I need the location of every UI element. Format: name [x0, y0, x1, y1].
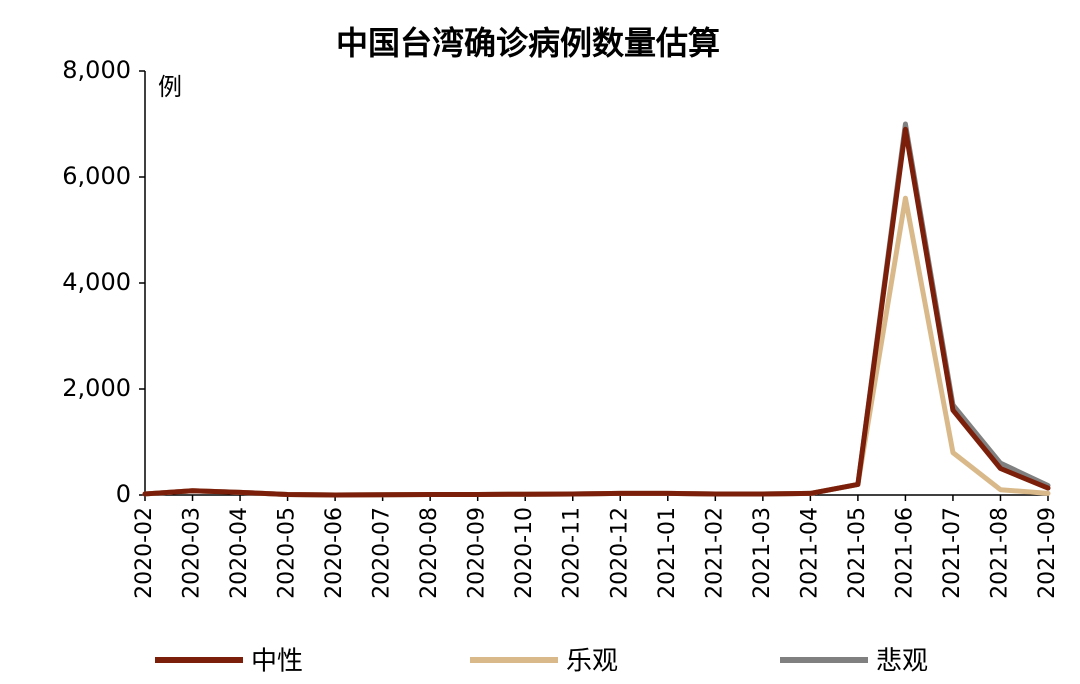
y-tick-label: 6,000 — [62, 162, 131, 190]
legend-label: 乐观 — [566, 647, 618, 677]
legend-label: 中性 — [251, 647, 303, 677]
legend-label: 悲观 — [876, 647, 928, 677]
x-tick-label: 2020-08 — [417, 507, 442, 599]
x-tick-label: 2021-05 — [845, 507, 870, 599]
x-tick-label: 2020-07 — [370, 507, 395, 599]
y-tick-label: 4,000 — [62, 268, 131, 296]
chart-title: 中国台湾确诊病例数量估算 — [336, 24, 720, 62]
series-line — [142, 126, 1051, 498]
x-tick-label: 2020-05 — [275, 507, 300, 599]
y-tick-label: 2,000 — [62, 374, 131, 402]
y-unit: 例 — [158, 73, 182, 101]
x-tick-label: 2021-01 — [655, 507, 680, 599]
x-tick-label: 2021-04 — [797, 507, 822, 599]
x-tick-label: 2020-06 — [322, 507, 347, 599]
x-tick-label: 2021-07 — [940, 507, 965, 599]
x-tick-label: 2020-04 — [227, 507, 252, 599]
x-tick-label: 2020-12 — [607, 507, 632, 599]
y-tick-label: 0 — [116, 480, 131, 508]
x-tick-label: 2020-03 — [180, 507, 205, 599]
x-tick-label: 2020-02 — [132, 507, 157, 599]
x-tick-label: 2020-10 — [512, 507, 537, 599]
x-tick-label: 2021-09 — [1035, 507, 1060, 599]
x-tick-label: 2020-11 — [560, 507, 585, 599]
x-tick-label: 2020-09 — [465, 507, 490, 599]
x-tick-label: 2021-06 — [892, 507, 917, 599]
x-tick-label: 2021-08 — [987, 507, 1012, 599]
series-line — [142, 195, 1051, 498]
y-tick-label: 8,000 — [62, 56, 131, 84]
x-tick-label: 2021-03 — [750, 507, 775, 599]
x-tick-label: 2021-02 — [702, 507, 727, 599]
